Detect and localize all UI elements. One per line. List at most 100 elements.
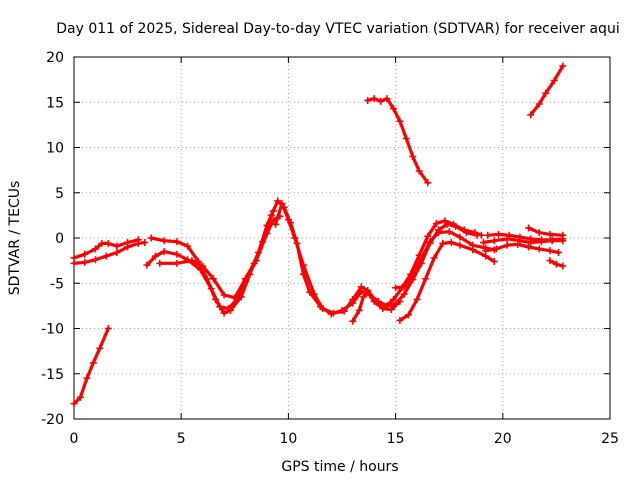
series-line: [366, 97, 430, 185]
data-point: [319, 305, 327, 313]
data-point: [552, 260, 560, 268]
data-point: [548, 236, 556, 244]
data-point: [542, 89, 550, 97]
data-point: [484, 231, 492, 239]
y-tick-label: -10: [41, 322, 64, 338]
data-point: [527, 235, 535, 243]
data-point: [400, 290, 408, 298]
x-tick-label: 25: [601, 431, 619, 447]
data-point: [267, 211, 275, 219]
data-point: [445, 228, 453, 236]
data-point: [480, 239, 488, 247]
ticks: [73, 56, 611, 420]
data-point: [70, 400, 78, 408]
data-point: [396, 316, 404, 324]
data-point: [559, 62, 567, 70]
data-point: [113, 248, 121, 256]
data-point: [559, 262, 567, 270]
data-point: [237, 293, 245, 301]
data-point: [199, 262, 207, 270]
data-point: [525, 224, 533, 232]
data-point: [250, 259, 258, 267]
data-point: [203, 275, 211, 283]
data-point: [559, 231, 567, 239]
data-point: [310, 290, 318, 298]
data-point: [387, 305, 395, 313]
data-point: [400, 283, 408, 291]
x-tick-label: 10: [279, 431, 297, 447]
data-point: [291, 234, 299, 242]
data-point: [417, 255, 425, 263]
data-point: [389, 105, 397, 113]
data-point: [349, 317, 357, 325]
data-point: [278, 200, 286, 208]
data-point: [359, 293, 367, 301]
x-axis-title: GPS time / hours: [281, 459, 398, 475]
series-line: [273, 202, 483, 315]
data-point: [102, 252, 110, 260]
y-tick-label: 5: [55, 186, 64, 202]
data-point: [456, 233, 464, 241]
data-point: [329, 309, 337, 317]
data-point: [415, 167, 423, 175]
data-point: [104, 325, 112, 332]
data-point: [104, 239, 112, 247]
series-arc-n: [484, 230, 567, 244]
data-point: [242, 275, 250, 283]
data-point: [535, 100, 543, 108]
data-point: [525, 243, 533, 251]
data-point: [91, 256, 99, 264]
data-point: [422, 275, 430, 283]
data-point: [432, 220, 440, 228]
data-point: [81, 250, 89, 258]
series-arc-c: [70, 325, 112, 408]
data-point: [546, 257, 554, 265]
data-point: [96, 344, 104, 352]
series-line: [526, 226, 565, 237]
series-arc-h: [349, 288, 404, 325]
series-arc-q: [527, 62, 567, 119]
data-point: [424, 179, 432, 187]
data-point: [160, 237, 168, 245]
data-point: [514, 240, 522, 248]
data-point: [70, 254, 78, 262]
data-point: [546, 247, 554, 255]
data-point: [160, 248, 168, 256]
x-tick-label: 15: [387, 431, 405, 447]
data-point: [447, 239, 455, 247]
data-point: [490, 237, 498, 245]
data-point: [383, 95, 391, 103]
data-point: [284, 216, 292, 224]
data-point: [482, 247, 490, 255]
data-point: [212, 296, 220, 304]
series-arc-o: [525, 224, 567, 239]
series-arc-p: [546, 257, 567, 270]
data-point: [349, 296, 357, 304]
x-tick-label: 20: [494, 431, 512, 447]
data-point: [505, 231, 513, 239]
y-tick-label: -15: [41, 367, 64, 383]
data-point: [141, 239, 149, 247]
series-line: [398, 240, 496, 322]
data-point: [364, 96, 372, 104]
data-point: [404, 311, 412, 319]
tick-labels: 0 5 10 15 20 25 -20 -15 -10 -5 0 5 10 15 20: [41, 50, 619, 447]
data-point: [184, 242, 192, 250]
x-tick-label: 0: [70, 431, 79, 447]
data-point: [272, 220, 280, 228]
series-arc-i: [396, 239, 498, 324]
y-tick-label: -20: [41, 412, 64, 428]
series-layer: [70, 62, 567, 408]
data-point: [396, 297, 404, 305]
series-line: [394, 230, 496, 290]
data-point: [426, 238, 434, 246]
y-axis-title: SDTVAR / TECUs: [7, 181, 23, 296]
x-tick-label: 5: [177, 431, 186, 447]
data-point: [503, 241, 511, 249]
data-point: [469, 241, 477, 249]
y-tick-label: 15: [46, 95, 64, 111]
data-point: [379, 305, 387, 313]
data-point: [370, 95, 378, 103]
chart-title: Day 011 of 2025, Sidereal Day-to-day VTE…: [56, 21, 619, 37]
y-tick-label: 20: [46, 50, 64, 66]
